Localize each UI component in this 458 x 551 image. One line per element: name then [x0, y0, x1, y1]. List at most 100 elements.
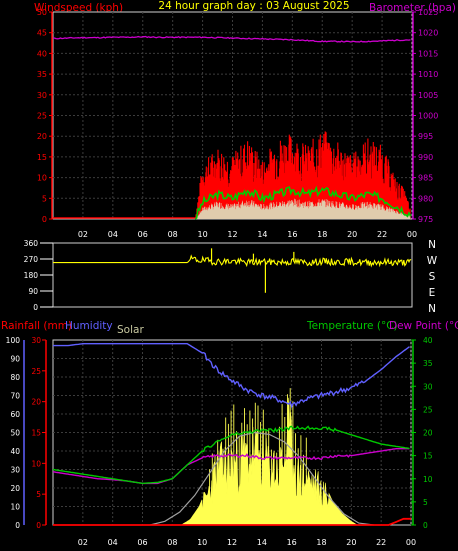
direction-line	[53, 254, 412, 268]
humidity-tick-label: 80	[10, 373, 20, 382]
barometer-line	[52, 35, 411, 43]
x-tick-label: 20	[346, 538, 356, 547]
x-tick-label: 10	[197, 230, 207, 239]
rainfall-axis-label: Rainfall (mm)	[1, 320, 72, 332]
solar-axis-label: Solar	[117, 324, 144, 336]
baro-tick-label: 990	[418, 153, 433, 162]
wind-calm-bars	[195, 198, 411, 219]
wind-tick-label: 0	[42, 215, 47, 224]
rain-tick-label: 0	[36, 521, 41, 530]
humidity-tick-label: 100	[6, 336, 21, 345]
x-tick-label: 04	[108, 230, 118, 239]
humidity-tick-label: 70	[10, 392, 20, 401]
baro-tick-label: 975	[418, 215, 433, 224]
direction-tick-label: 0	[33, 303, 38, 312]
wind-tick-label: 20	[37, 132, 47, 141]
humidity-tick-label: 50	[10, 429, 20, 438]
humidity-tick-label: 30	[10, 466, 20, 475]
humidity-line	[53, 343, 410, 409]
temp-tick-label: 0	[423, 521, 428, 530]
rain-tick-label: 5	[36, 490, 41, 499]
humidity-axis-label: Humidity	[65, 320, 113, 332]
x-tick-label: 12	[227, 538, 237, 547]
humidity-tick-label: 10	[10, 503, 20, 512]
temp-tick-label: 15	[423, 452, 433, 461]
rain-tick-label: 30	[31, 336, 41, 345]
temp-tick-label: 30	[423, 382, 433, 391]
wind-tick-label: 50	[37, 8, 47, 17]
baro-tick-label: 980	[418, 194, 433, 203]
temp-tick-label: 10	[423, 475, 433, 484]
compass-label: N	[428, 303, 436, 315]
baro-tick-label: 1000	[418, 112, 438, 121]
compass-label: N	[428, 239, 436, 251]
direction-tick-label: 90	[28, 287, 38, 296]
x-tick-label: 22	[376, 538, 386, 547]
x-tick-label: 06	[138, 230, 148, 239]
rain-line	[53, 517, 411, 526]
rain-tick-label: 15	[31, 429, 41, 438]
x-tick-label: 10	[197, 538, 207, 547]
temp-tick-label: 25	[423, 405, 433, 414]
compass-label: S	[429, 271, 436, 283]
x-tick-label: 02	[78, 230, 88, 239]
wind-tick-label: 40	[37, 49, 47, 58]
barometer-axis-label: Barometer (hpa)	[369, 2, 456, 14]
avg-wind-line	[194, 185, 412, 220]
humidity-tick-label: 0	[15, 521, 20, 530]
x-tick-label: 00	[406, 538, 416, 547]
x-tick-label: 18	[317, 230, 327, 239]
humidity-tick-label: 90	[10, 355, 20, 364]
x-tick-label: 00	[407, 230, 417, 239]
x-tick-label: 14	[257, 538, 267, 547]
graph-title: 24 hour graph day : 03 August 2025	[158, 0, 349, 12]
humidity-tick-label: 20	[10, 484, 20, 493]
x-tick-label: 08	[168, 230, 178, 239]
baro-tick-label: 995	[418, 132, 433, 141]
dewpoint-line	[52, 448, 410, 485]
baro-tick-label: 1025	[418, 8, 438, 17]
temp-tick-label: 5	[423, 498, 428, 507]
wind-tick-label: 5	[42, 194, 47, 203]
temperature-line	[52, 425, 410, 485]
x-tick-label: 06	[137, 538, 147, 547]
baro-tick-label: 1015	[418, 49, 438, 58]
baro-tick-label: 985	[418, 174, 433, 183]
x-tick-label: 16	[287, 538, 297, 547]
temp-tick-label: 40	[423, 336, 433, 345]
humidity-tick-label: 60	[10, 410, 20, 419]
wind-tick-label: 30	[37, 91, 47, 100]
direction-tick-label: 360	[24, 239, 39, 248]
windspeed-axis-label: Windspeed (kph)	[34, 2, 123, 14]
direction-plot-area	[52, 242, 413, 308]
compass-label: E	[429, 287, 436, 299]
x-tick-label: 14	[257, 230, 267, 239]
compass-label: W	[427, 255, 438, 267]
x-tick-label: 12	[227, 230, 237, 239]
solar-spikes	[209, 388, 307, 525]
humidity-tick-label: 40	[10, 447, 20, 456]
x-tick-label: 18	[316, 538, 326, 547]
rain-tick-label: 10	[31, 459, 41, 468]
wind-tick-label: 35	[37, 70, 47, 79]
rain-tick-label: 25	[31, 367, 41, 376]
dewpoint-axis-label: Dew Point (°C)	[389, 320, 458, 332]
wind-barometer-panel: 0510152025303540455097598098599099510001…	[37, 8, 439, 239]
temp-tick-label: 20	[423, 429, 433, 438]
direction-tick-label: 180	[24, 271, 39, 280]
wind-tick-label: 15	[37, 153, 47, 162]
x-tick-label: 04	[108, 538, 118, 547]
wind-tick-label: 45	[37, 29, 47, 38]
x-tick-label: 02	[78, 538, 88, 547]
direction-tick-label: 270	[24, 255, 39, 264]
temp-tick-label: 35	[423, 359, 433, 368]
x-tick-label: 20	[347, 230, 357, 239]
wind-tick-label: 25	[37, 112, 47, 121]
temperature-axis-label: Temperature (°C)	[306, 320, 398, 332]
wind-tick-label: 10	[37, 174, 47, 183]
solar-max-curve	[149, 431, 374, 526]
climate-panel: 0102030405060708090100051015202530051015…	[6, 336, 433, 547]
rain-tick-label: 20	[31, 398, 41, 407]
baro-tick-label: 1010	[418, 70, 438, 79]
